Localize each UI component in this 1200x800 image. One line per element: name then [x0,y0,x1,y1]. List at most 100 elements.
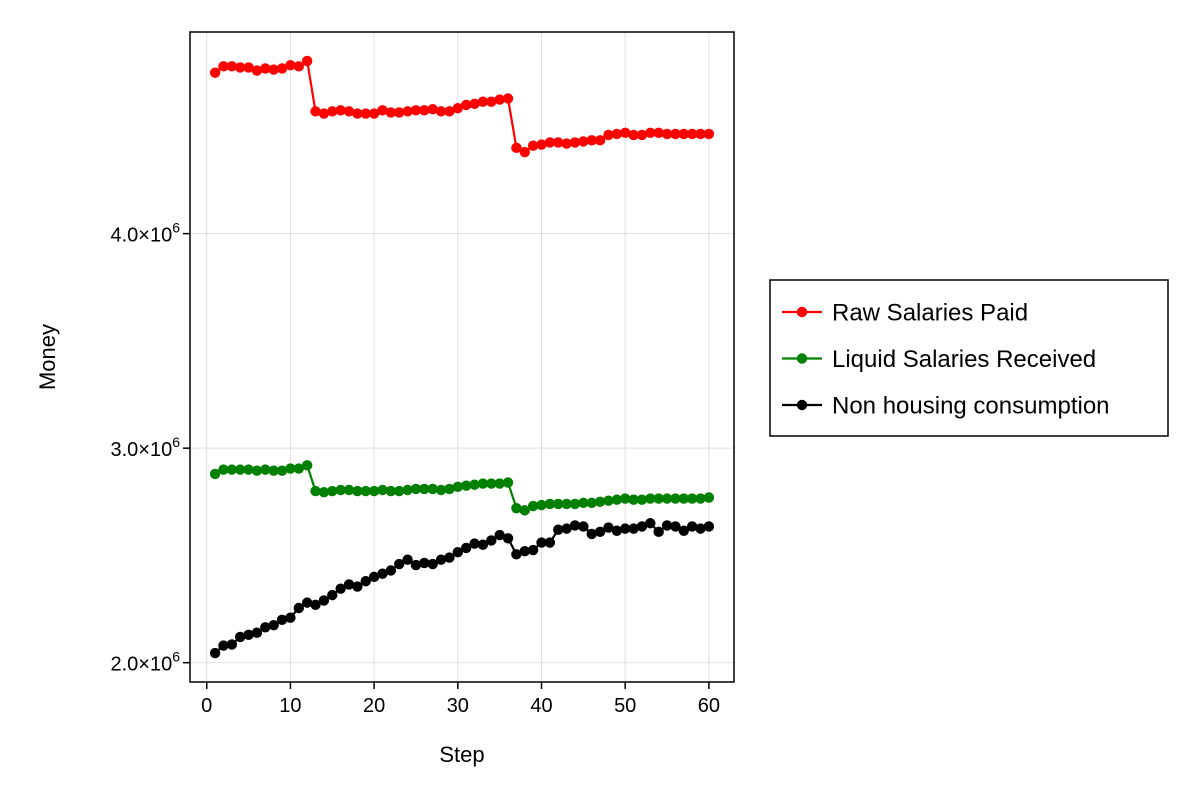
data-point [511,549,522,560]
data-point [486,96,497,107]
data-point [402,554,413,565]
legend-label: Liquid Salaries Received [832,346,1096,373]
data-point [502,477,514,488]
data-point [670,493,681,504]
data-point [435,484,447,496]
data-point [578,521,589,532]
data-point [670,521,681,532]
data-point [276,465,288,476]
data-point [544,137,556,148]
data-point [603,522,614,533]
data-point [653,493,664,504]
data-point [703,521,715,532]
data-point [561,138,572,149]
data-point [460,480,472,491]
data-point [628,523,639,534]
data-point [360,575,371,587]
data-point [352,485,363,497]
x-tick-label: 50 [614,695,636,717]
data-point [276,614,288,625]
series-group [209,55,715,659]
legend-entry: Non housing consumption [782,393,1110,420]
data-point [368,485,380,497]
data-point [594,526,606,538]
data-point [226,639,238,650]
data-point [527,500,539,512]
legend-label: Raw Salaries Paid [832,300,1028,327]
data-point [285,463,296,474]
data-point [636,521,648,532]
data-point [502,533,514,544]
x-tick-label: 30 [447,695,469,717]
data-point [318,595,330,606]
data-point [368,108,380,119]
data-point [452,547,464,558]
data-point [235,631,246,643]
data-point [327,485,338,497]
data-point [218,640,229,651]
legend: Raw Salaries Paid Liquid Salaries Receive… [769,279,1169,437]
legend-entry: Liquid Salaries Received [782,346,1096,373]
data-point [519,545,530,557]
data-point [653,127,664,139]
data-point [477,478,489,489]
data-point [561,498,572,510]
legend-box [769,279,1169,437]
data-point [327,589,338,601]
data-point [594,135,606,146]
y-axis-label: Money [35,324,60,390]
data-point [620,523,631,534]
data-point [343,106,355,117]
data-point [385,107,397,118]
data-point [469,479,480,490]
data-point [561,523,572,534]
data-point [553,498,564,510]
data-point [678,493,689,504]
data-point [620,127,631,139]
data-point [285,612,296,623]
data-point [335,484,346,496]
data-point [686,493,698,504]
data-point [335,583,346,594]
data-point [293,61,304,72]
data-point [611,525,623,536]
data-point [377,568,388,579]
x-tick-label: 0 [201,695,212,717]
data-point [594,496,606,508]
data-point [494,478,505,489]
data-point [368,571,380,583]
legend-marker [796,353,808,364]
data-point [678,525,689,536]
data-point [636,494,648,505]
data-point [636,129,648,141]
data-point [360,485,371,497]
data-point [301,55,313,67]
data-point [377,105,388,116]
data-point [536,499,547,511]
data-point [427,558,438,570]
data-point [486,478,497,489]
data-point [511,142,522,154]
data-point [494,529,505,541]
x-tick-label: 10 [279,695,301,717]
data-point [251,465,263,476]
data-point [586,135,597,146]
data-point [419,483,430,495]
data-point [578,136,589,147]
data-point [578,497,589,509]
data-point [394,107,405,118]
data-point [536,139,547,150]
data-point [394,558,405,570]
data-point [536,537,547,548]
data-point [653,526,664,538]
grid [190,32,734,682]
legend-label: Non housing consumption [832,393,1110,420]
data-point [343,484,355,496]
data-point [477,96,489,107]
data-point [686,128,698,140]
data-point [519,505,530,516]
data-point [427,483,438,495]
data-point [419,105,430,116]
data-point [410,559,422,571]
